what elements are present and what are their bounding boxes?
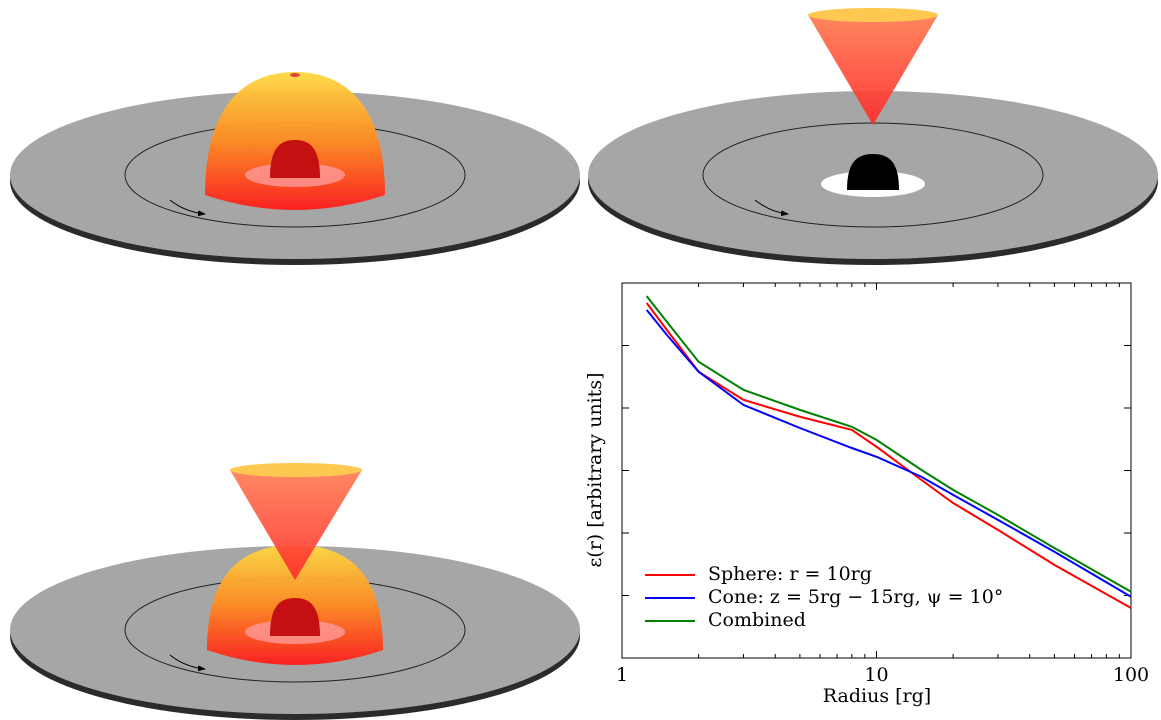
legend-label: Combined — [708, 609, 806, 631]
figure: Radius [rg] ε(r) [arbitrary units] 1 10 10… — [0, 0, 1161, 720]
cone-illustration — [588, 8, 1158, 265]
x-tick-label: 10 — [864, 664, 888, 686]
x-axis-label: Radius [rg] — [823, 685, 931, 707]
y-axis-label: ε(r) [arbitrary units] — [584, 372, 606, 567]
combined-illustration — [10, 463, 580, 720]
series-line — [647, 310, 1131, 597]
sphere-illustration — [10, 72, 580, 265]
series-line — [647, 296, 1131, 592]
legend-label: Sphere: r = 10rg — [708, 563, 872, 585]
legend-label: Cone: z = 5rg − 15rg, ψ = 10° — [708, 586, 1003, 608]
chart: Radius [rg] ε(r) [arbitrary units] 1 10 10… — [584, 283, 1149, 707]
x-tick-label: 100 — [1113, 664, 1149, 686]
x-tick-label: 1 — [616, 664, 628, 686]
